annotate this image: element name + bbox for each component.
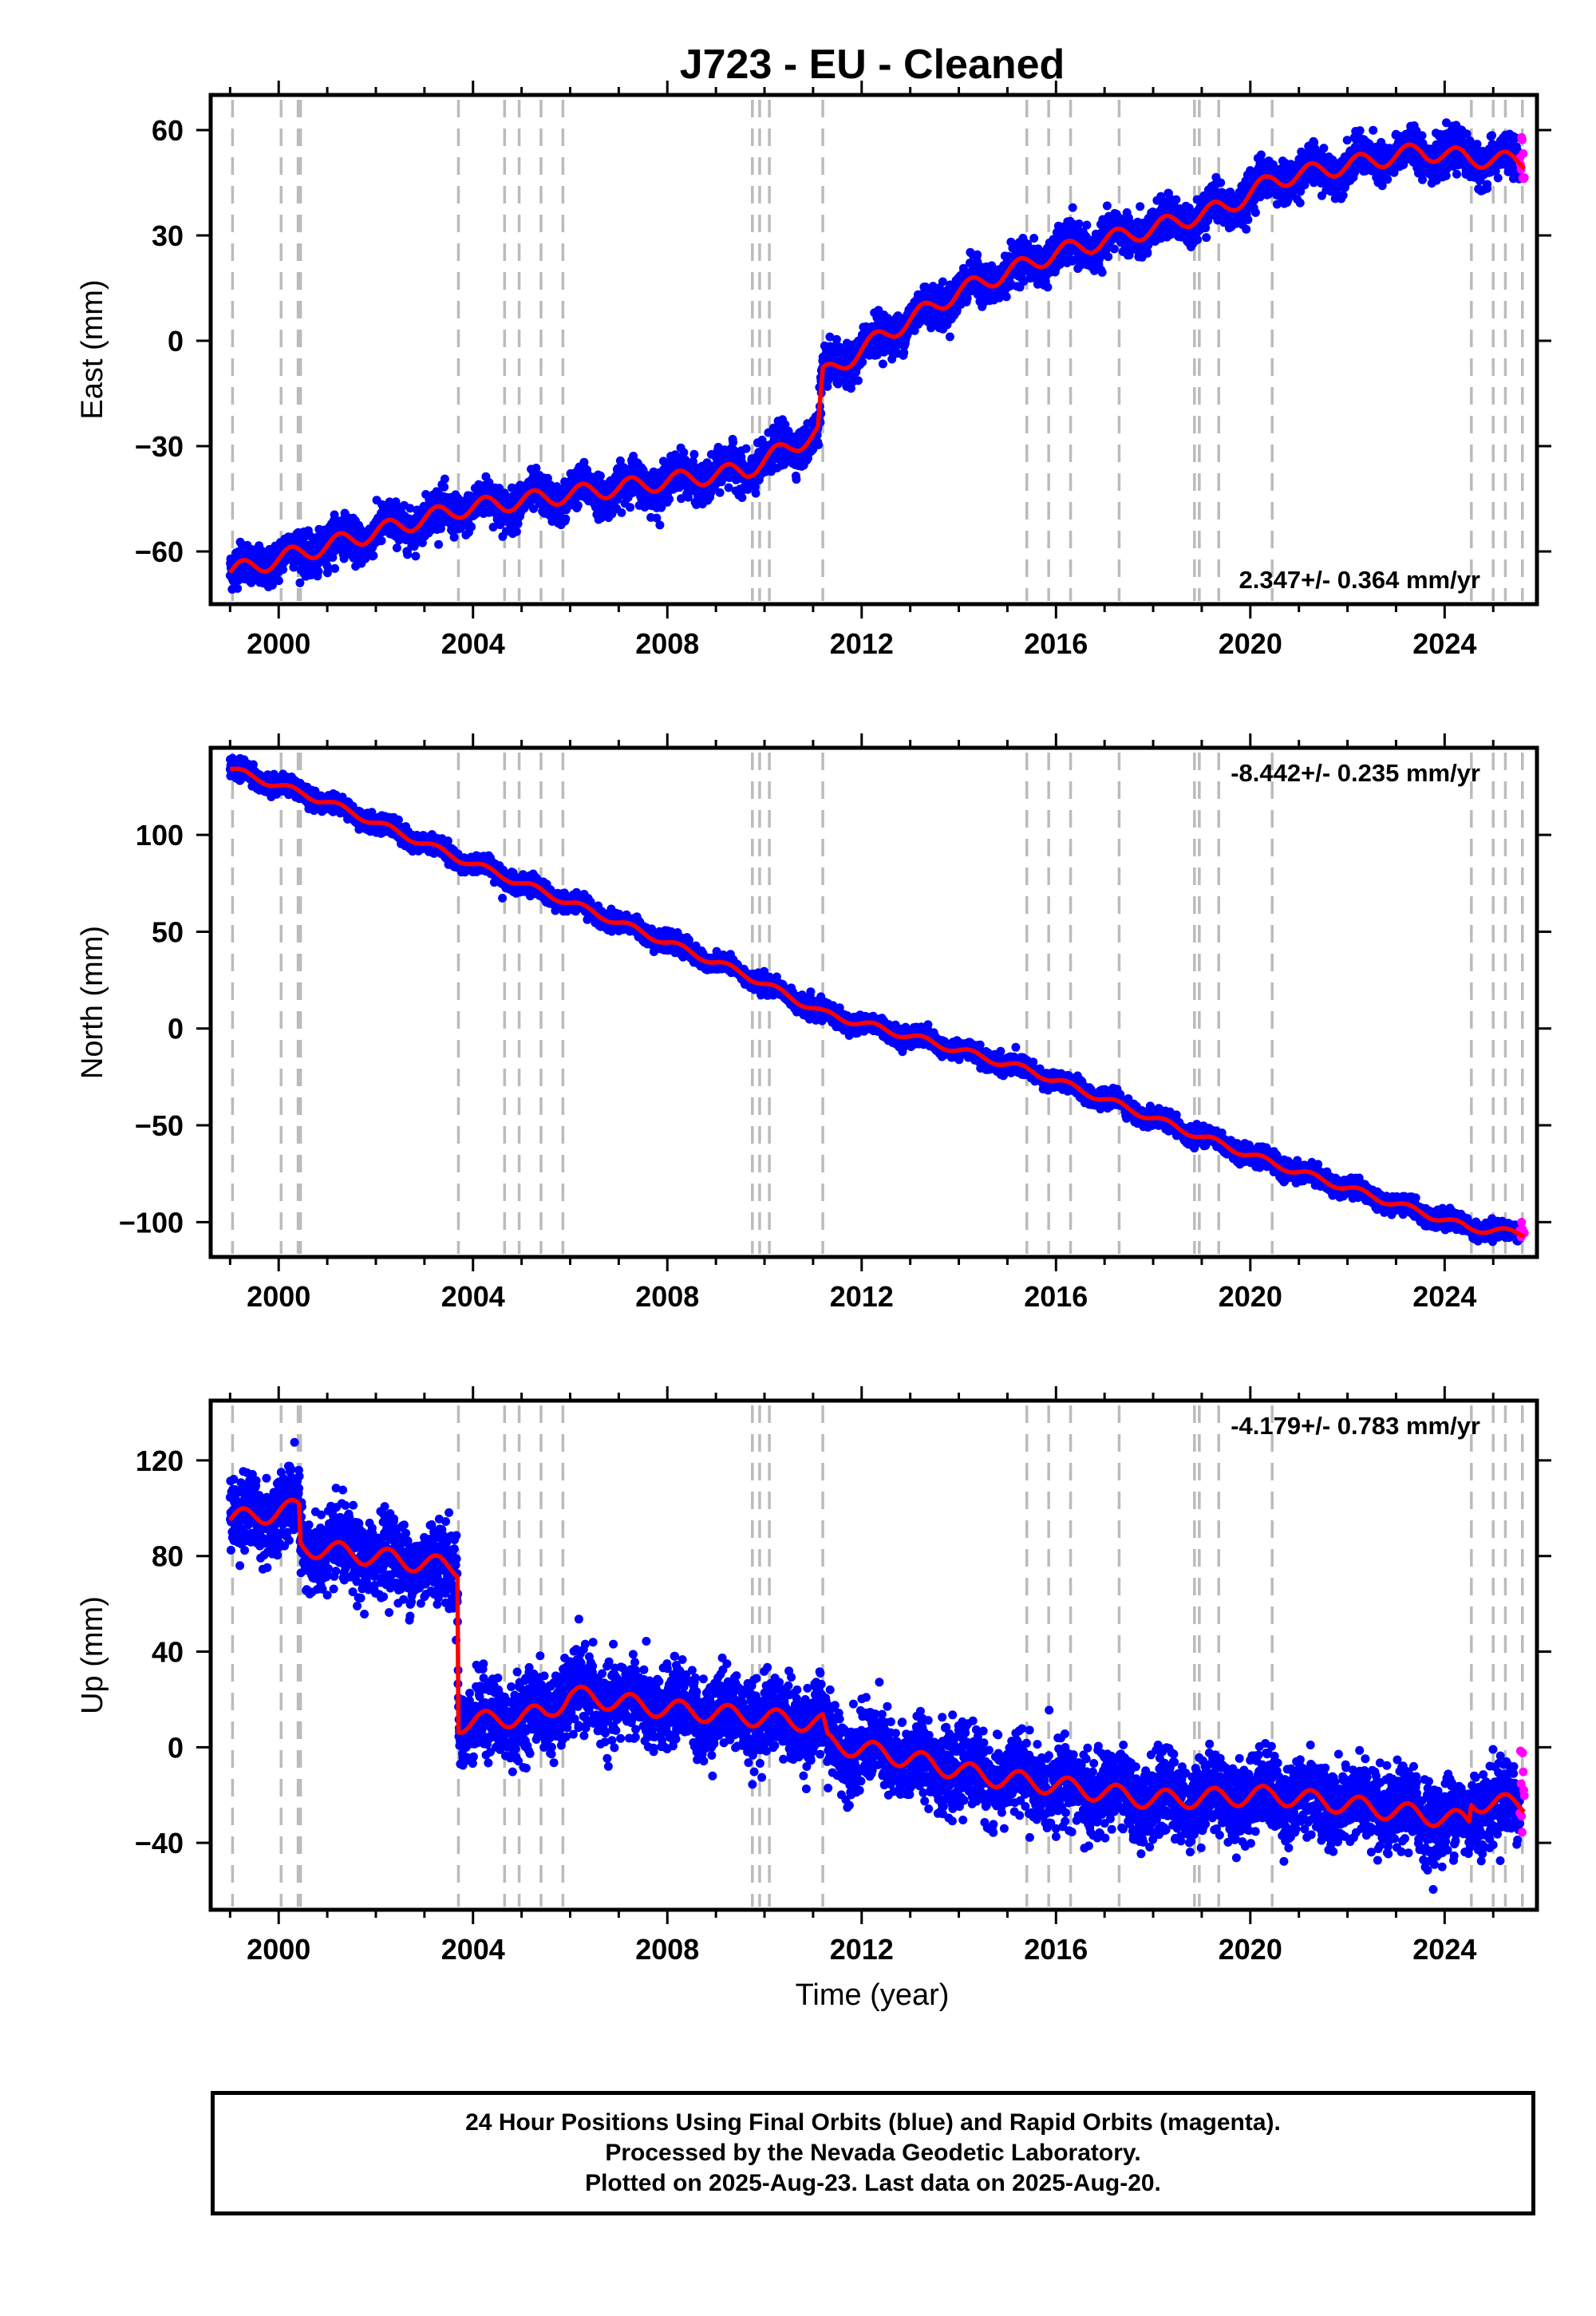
final-point <box>617 508 626 517</box>
final-point <box>1102 201 1112 211</box>
final-point <box>665 494 674 504</box>
final-point <box>561 514 571 524</box>
final-point <box>440 474 449 484</box>
final-point <box>945 332 954 342</box>
final-point <box>322 561 332 571</box>
final-point <box>512 527 521 536</box>
final-point <box>279 565 288 575</box>
final-point <box>1136 202 1145 211</box>
final-point <box>392 543 401 552</box>
final-point <box>1043 283 1053 292</box>
final-point <box>751 488 760 498</box>
final-point <box>1068 203 1077 212</box>
panel-east: 2000 2004 2008 2012 2016 2020 2024−60−3003060E… <box>76 81 1551 660</box>
final-point <box>405 504 415 513</box>
final-point <box>878 359 887 369</box>
final-point <box>1074 219 1084 228</box>
final-point <box>369 551 378 560</box>
final-point <box>729 437 738 447</box>
final-point <box>1097 267 1107 277</box>
final-point <box>295 578 305 587</box>
final-point <box>741 444 751 453</box>
final-point <box>737 493 747 502</box>
final-point <box>1143 248 1152 258</box>
final-point <box>417 538 427 547</box>
final-orbit-points <box>225 118 1525 594</box>
final-point <box>233 583 243 593</box>
final-point <box>322 568 332 578</box>
final-point <box>449 532 459 542</box>
final-point <box>434 539 444 549</box>
final-point <box>411 551 421 561</box>
final-point <box>573 500 583 510</box>
final-point <box>853 376 863 385</box>
final-point <box>715 488 725 497</box>
final-point <box>1202 233 1211 243</box>
final-point <box>440 482 449 492</box>
final-point <box>679 448 689 457</box>
final-point <box>595 471 605 480</box>
final-point <box>1104 252 1113 262</box>
final-point <box>330 563 340 573</box>
final-point <box>377 536 386 545</box>
final-point <box>1029 234 1039 243</box>
final-point <box>814 440 824 449</box>
final-point <box>1171 195 1181 204</box>
final-point <box>832 334 841 344</box>
final-point <box>792 475 801 484</box>
final-point <box>330 510 339 520</box>
final-point <box>314 567 323 576</box>
final-point <box>1109 244 1119 254</box>
final-point <box>456 523 466 532</box>
final-point <box>1001 292 1011 302</box>
final-point <box>1193 235 1203 244</box>
final-point <box>328 553 338 562</box>
final-point <box>626 503 635 512</box>
final-point <box>392 501 401 510</box>
final-point <box>1082 220 1092 230</box>
final-point <box>689 449 699 459</box>
final-point <box>274 576 283 586</box>
final-point <box>655 520 665 530</box>
final-point <box>858 358 867 367</box>
final-point <box>1216 178 1226 188</box>
final-point <box>403 550 413 559</box>
chart-title: J723 - EU - Cleaned <box>680 41 1065 88</box>
final-point <box>467 522 476 532</box>
